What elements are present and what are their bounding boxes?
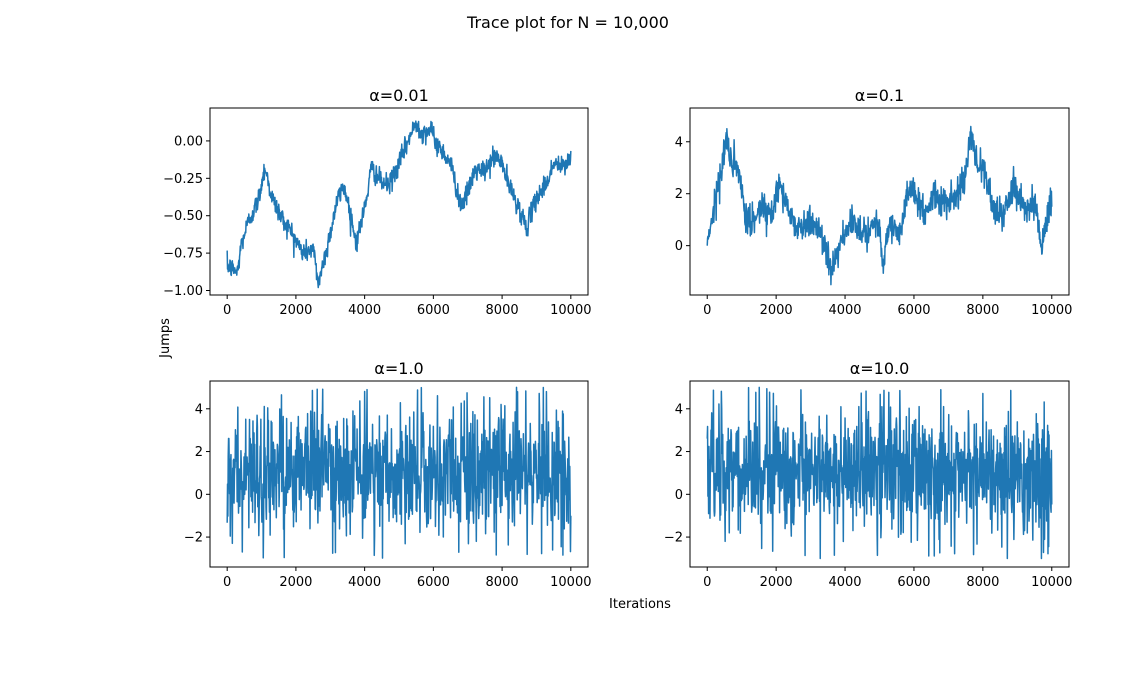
y-tick-label: 2 xyxy=(195,445,203,460)
subplot-title: α=0.1 xyxy=(855,86,904,105)
x-tick-label: 10000 xyxy=(1031,303,1072,318)
subplot-title: α=10.0 xyxy=(850,359,910,378)
y-tick-label: 4 xyxy=(675,402,683,417)
x-tick-label: 10000 xyxy=(550,575,591,590)
subplot-title: α=0.01 xyxy=(369,86,429,105)
axes-frame xyxy=(209,380,589,568)
x-tick-label: 6000 xyxy=(897,303,930,318)
x-tick-label: 6000 xyxy=(417,575,450,590)
x-tick-label: 10000 xyxy=(550,303,591,318)
x-tick-label: 8000 xyxy=(966,303,999,318)
y-tick-label: 0 xyxy=(195,488,203,503)
figure-xlabel: Iterations xyxy=(609,597,671,612)
y-tick-label: −2 xyxy=(664,531,683,546)
trace-line xyxy=(226,120,572,289)
subplot-1: 0 2000 4000 6000 8000 10000 −1.00 −0.75 −0.50 −0.… xyxy=(163,86,591,318)
y-tick-label: −0.25 xyxy=(163,172,203,187)
x-tick-label: 2000 xyxy=(279,575,312,590)
subplot-3: 0 2000 4000 6000 8000 10000 −2 0 2 4 α=1.0 xyxy=(184,359,592,590)
subplot-title: α=1.0 xyxy=(374,359,423,378)
y-tick-label: −0.75 xyxy=(163,247,203,262)
y-tick-label: 4 xyxy=(675,135,683,150)
x-tick-label: 0 xyxy=(703,303,711,318)
axes-frame xyxy=(689,380,1070,568)
trace-line xyxy=(706,125,1053,286)
x-tick-label: 8000 xyxy=(486,575,519,590)
y-tick-label: −2 xyxy=(184,531,203,546)
subplots-grid: 0 2000 4000 6000 8000 10000−1.00−0.75−0.50−0.… xyxy=(163,86,1072,590)
x-tick-label: 2000 xyxy=(760,303,793,318)
x-tick-label: 4000 xyxy=(828,303,861,318)
x-tick-label: 8000 xyxy=(486,303,519,318)
x-tick-label: 8000 xyxy=(966,575,999,590)
subplot-2: 0 2000 4000 6000 8000 10000 0 2 4 α=0.1 xyxy=(675,86,1073,318)
axes-frame xyxy=(689,107,1070,296)
y-tick-label: 0 xyxy=(675,239,683,254)
figure-title: Trace plot for N = 10,000 xyxy=(466,13,669,32)
subplot-4: 0 2000 4000 6000 8000 10000 −2 0 2 4 α=10.0 xyxy=(664,359,1073,590)
x-tick-label: 2000 xyxy=(279,303,312,318)
y-tick-label: 0 xyxy=(675,488,683,503)
x-tick-label: 4000 xyxy=(828,575,861,590)
y-tick-label: 2 xyxy=(675,445,683,460)
axes-frame xyxy=(209,107,589,296)
x-tick-label: 10000 xyxy=(1031,575,1072,590)
x-tick-label: 0 xyxy=(223,575,231,590)
figure-ylabel: Jumps xyxy=(158,318,173,359)
x-tick-label: 6000 xyxy=(417,303,450,318)
y-tick-label: 4 xyxy=(195,402,203,417)
y-tick-label: −0.50 xyxy=(163,209,203,224)
y-tick-label: 0.00 xyxy=(174,134,203,149)
x-tick-label: 2000 xyxy=(760,575,793,590)
x-tick-label: 4000 xyxy=(348,303,381,318)
trace-line xyxy=(226,386,572,559)
trace-line xyxy=(706,386,1053,560)
x-tick-label: 0 xyxy=(703,575,711,590)
x-tick-label: 0 xyxy=(223,303,231,318)
x-tick-label: 4000 xyxy=(348,575,381,590)
x-tick-label: 6000 xyxy=(897,575,930,590)
y-tick-label: −1.00 xyxy=(163,284,203,299)
y-tick-label: 2 xyxy=(675,187,683,202)
